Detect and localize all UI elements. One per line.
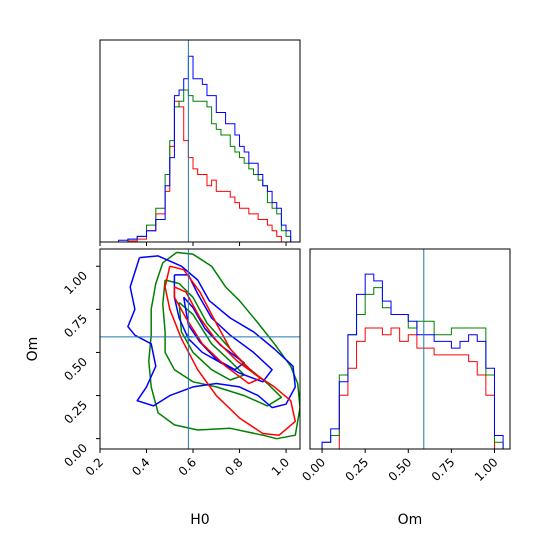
om-histogram-ticks: 0.00 0.25 0.50 0.75 1.00 [299, 449, 501, 484]
om-histogram-red [313, 327, 504, 449]
h0-tick-label: 1.0 [269, 455, 292, 478]
h0-tick-label: 0.8 [222, 455, 245, 478]
om-histogram-frame [309, 248, 511, 450]
h0-histogram-series [100, 55, 300, 242]
om-histogram-green [313, 287, 504, 449]
h0-om-contour-panel: 0.2 0.4 0.6 0.8 1.0 0.000.250.500.751.00 [61, 248, 301, 479]
truth-marker [184, 332, 193, 341]
contour-green-level-3 [178, 301, 245, 381]
om-tick-label: 0.25 [61, 398, 90, 427]
om-histogram-panel: 0.00 0.25 0.50 0.75 1.00 [299, 248, 511, 484]
contour-green-level-2 [162, 279, 283, 407]
contour-green-level-1 [148, 251, 300, 440]
contour-red-level-2 [173, 286, 262, 385]
contour-blue-level-2 [173, 274, 273, 383]
h0-tick-label: 0.2 [83, 455, 106, 478]
h0-x-axis-label: H0 [190, 512, 209, 528]
h0-histogram-red [100, 100, 300, 242]
om-y-axis-label: Om [25, 337, 41, 362]
h0-tick-label: 0.6 [176, 455, 199, 478]
contour-red-level-1 [164, 265, 297, 436]
om-tick-label: 0.75 [61, 312, 90, 341]
om-hist-tick-label: 0.75 [429, 455, 458, 484]
om-histogram-series [313, 273, 504, 449]
om-tick-label: 0.50 [61, 355, 90, 384]
h0-om-contour-frame [99, 248, 301, 450]
contour-blue-level-3 [182, 296, 245, 371]
h0-histogram-green [100, 89, 300, 242]
h0-om-contours [127, 251, 300, 440]
om-x-axis-label: Om [398, 512, 423, 528]
h0-histogram-ticks [99, 242, 287, 246]
om-hist-tick-label: 0.50 [386, 455, 415, 484]
h0-om-truth-lines [100, 249, 300, 449]
om-hist-tick-label: 1.00 [472, 455, 501, 484]
h0-histogram-blue [100, 55, 300, 242]
om-hist-tick-label: 0.00 [299, 455, 328, 484]
h0-tick-label: 0.4 [129, 455, 152, 478]
h0-histogram-panel [99, 39, 301, 246]
om-tick-label: 1.00 [61, 268, 90, 297]
om-hist-tick-label: 0.25 [343, 455, 372, 484]
h0-axis-ticks: 0.2 0.4 0.6 0.8 1.0 [83, 449, 292, 479]
h0-histogram-frame [99, 39, 301, 243]
contour-blue-level-1 [127, 255, 297, 409]
om-histogram-blue [313, 273, 504, 449]
om-axis-ticks: 0.000.250.500.751.00 [61, 265, 100, 470]
